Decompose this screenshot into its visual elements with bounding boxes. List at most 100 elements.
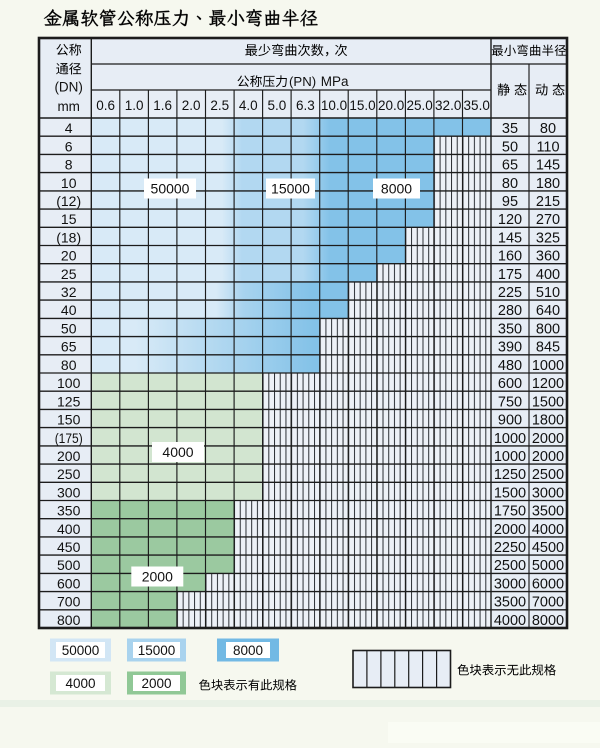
svg-text:1750: 1750 <box>494 504 526 520</box>
svg-text:400: 400 <box>536 267 560 283</box>
svg-text:4000: 4000 <box>162 444 193 460</box>
svg-text:4000: 4000 <box>494 613 526 629</box>
svg-text:(PN): (PN) <box>289 74 316 89</box>
svg-text:10: 10 <box>61 175 77 191</box>
svg-text:50000: 50000 <box>151 180 190 196</box>
svg-text:0.6: 0.6 <box>96 98 115 113</box>
svg-text:20: 20 <box>61 248 77 264</box>
svg-text:8: 8 <box>65 157 73 173</box>
svg-text:500: 500 <box>57 557 81 573</box>
svg-text:65: 65 <box>61 339 77 355</box>
svg-text:800: 800 <box>57 612 81 628</box>
svg-text:95: 95 <box>502 194 518 210</box>
svg-text:50000: 50000 <box>62 643 100 658</box>
svg-text:80: 80 <box>61 357 77 373</box>
svg-text:32: 32 <box>61 284 77 300</box>
svg-text:2000: 2000 <box>532 449 564 465</box>
svg-text:(175): (175) <box>55 430 83 446</box>
svg-text:180: 180 <box>536 176 560 192</box>
svg-text:350: 350 <box>498 322 522 338</box>
svg-text:300: 300 <box>57 484 81 500</box>
svg-text:1250: 1250 <box>494 467 526 483</box>
svg-text:250: 250 <box>57 466 81 482</box>
svg-text:5000: 5000 <box>532 558 564 574</box>
svg-text:600: 600 <box>498 376 522 392</box>
svg-text:6000: 6000 <box>532 577 564 593</box>
svg-text:6: 6 <box>65 138 73 154</box>
svg-text:700: 700 <box>57 594 81 610</box>
svg-text:50: 50 <box>502 139 518 155</box>
svg-text:200: 200 <box>57 448 81 464</box>
svg-text:15: 15 <box>61 211 77 227</box>
svg-text:15000: 15000 <box>138 643 176 658</box>
svg-text:2.0: 2.0 <box>182 98 201 113</box>
svg-text:2000: 2000 <box>532 431 564 447</box>
svg-text:400: 400 <box>57 521 81 537</box>
svg-text:8000: 8000 <box>233 643 263 658</box>
svg-text:125: 125 <box>57 393 81 409</box>
svg-text:750: 750 <box>498 394 522 410</box>
svg-text:175: 175 <box>498 267 522 283</box>
svg-text:3000: 3000 <box>494 577 526 593</box>
svg-text:110: 110 <box>536 139 559 155</box>
svg-text:2500: 2500 <box>494 558 526 574</box>
svg-text:3500: 3500 <box>532 504 564 520</box>
svg-text:2250: 2250 <box>494 540 526 556</box>
svg-text:280: 280 <box>498 303 522 319</box>
svg-text:100: 100 <box>57 375 81 391</box>
svg-text:25: 25 <box>61 266 77 282</box>
svg-text:800: 800 <box>536 322 560 338</box>
svg-text:6.3: 6.3 <box>296 98 315 113</box>
svg-text:160: 160 <box>498 249 522 265</box>
svg-text:325: 325 <box>536 230 560 246</box>
svg-text:3000: 3000 <box>532 485 564 501</box>
svg-text:65: 65 <box>502 158 518 174</box>
svg-text:150: 150 <box>57 412 81 428</box>
svg-text:1800: 1800 <box>532 413 564 429</box>
svg-text:MPa: MPa <box>321 74 349 89</box>
svg-text:(18): (18) <box>56 229 81 245</box>
svg-text:390: 390 <box>498 340 522 356</box>
svg-text:3500: 3500 <box>494 595 526 611</box>
svg-text:15000: 15000 <box>271 180 310 196</box>
svg-text:32.0: 32.0 <box>435 98 461 113</box>
svg-text:1000: 1000 <box>532 358 564 374</box>
svg-text:120: 120 <box>498 212 522 228</box>
svg-text:145: 145 <box>536 158 560 174</box>
svg-text:4000: 4000 <box>65 676 95 691</box>
svg-text:80: 80 <box>540 121 556 137</box>
svg-text:900: 900 <box>498 413 522 429</box>
svg-text:450: 450 <box>57 539 81 555</box>
svg-text:480: 480 <box>498 358 522 374</box>
svg-text:25.0: 25.0 <box>406 98 432 113</box>
svg-text:1000: 1000 <box>494 431 526 447</box>
svg-text:4: 4 <box>65 120 73 136</box>
svg-text:2500: 2500 <box>532 467 564 483</box>
svg-text:15.0: 15.0 <box>349 98 375 113</box>
svg-text:145: 145 <box>498 230 522 246</box>
svg-text:1.6: 1.6 <box>153 98 172 113</box>
svg-text:1000: 1000 <box>494 449 526 465</box>
svg-text:2.5: 2.5 <box>210 98 229 113</box>
svg-text:360: 360 <box>536 249 560 265</box>
svg-text:270: 270 <box>536 212 560 228</box>
svg-text:40: 40 <box>61 302 77 318</box>
svg-text:8000: 8000 <box>381 180 412 196</box>
svg-text:225: 225 <box>498 285 522 301</box>
svg-text:50: 50 <box>61 321 77 337</box>
svg-text:1500: 1500 <box>494 485 526 501</box>
svg-text:7000: 7000 <box>532 595 564 611</box>
svg-text:10.0: 10.0 <box>321 98 347 113</box>
svg-text:350: 350 <box>57 503 81 519</box>
svg-text:8000: 8000 <box>532 613 564 629</box>
svg-text:2000: 2000 <box>141 676 171 691</box>
svg-text:35: 35 <box>502 121 518 137</box>
svg-text:845: 845 <box>536 340 560 356</box>
svg-text:4500: 4500 <box>532 540 564 556</box>
svg-text:215: 215 <box>536 194 560 210</box>
svg-text:1500: 1500 <box>532 394 564 410</box>
svg-text:2000: 2000 <box>142 568 173 584</box>
svg-text:80: 80 <box>502 176 518 192</box>
svg-text:2000: 2000 <box>494 522 526 538</box>
svg-text:510: 510 <box>536 285 560 301</box>
